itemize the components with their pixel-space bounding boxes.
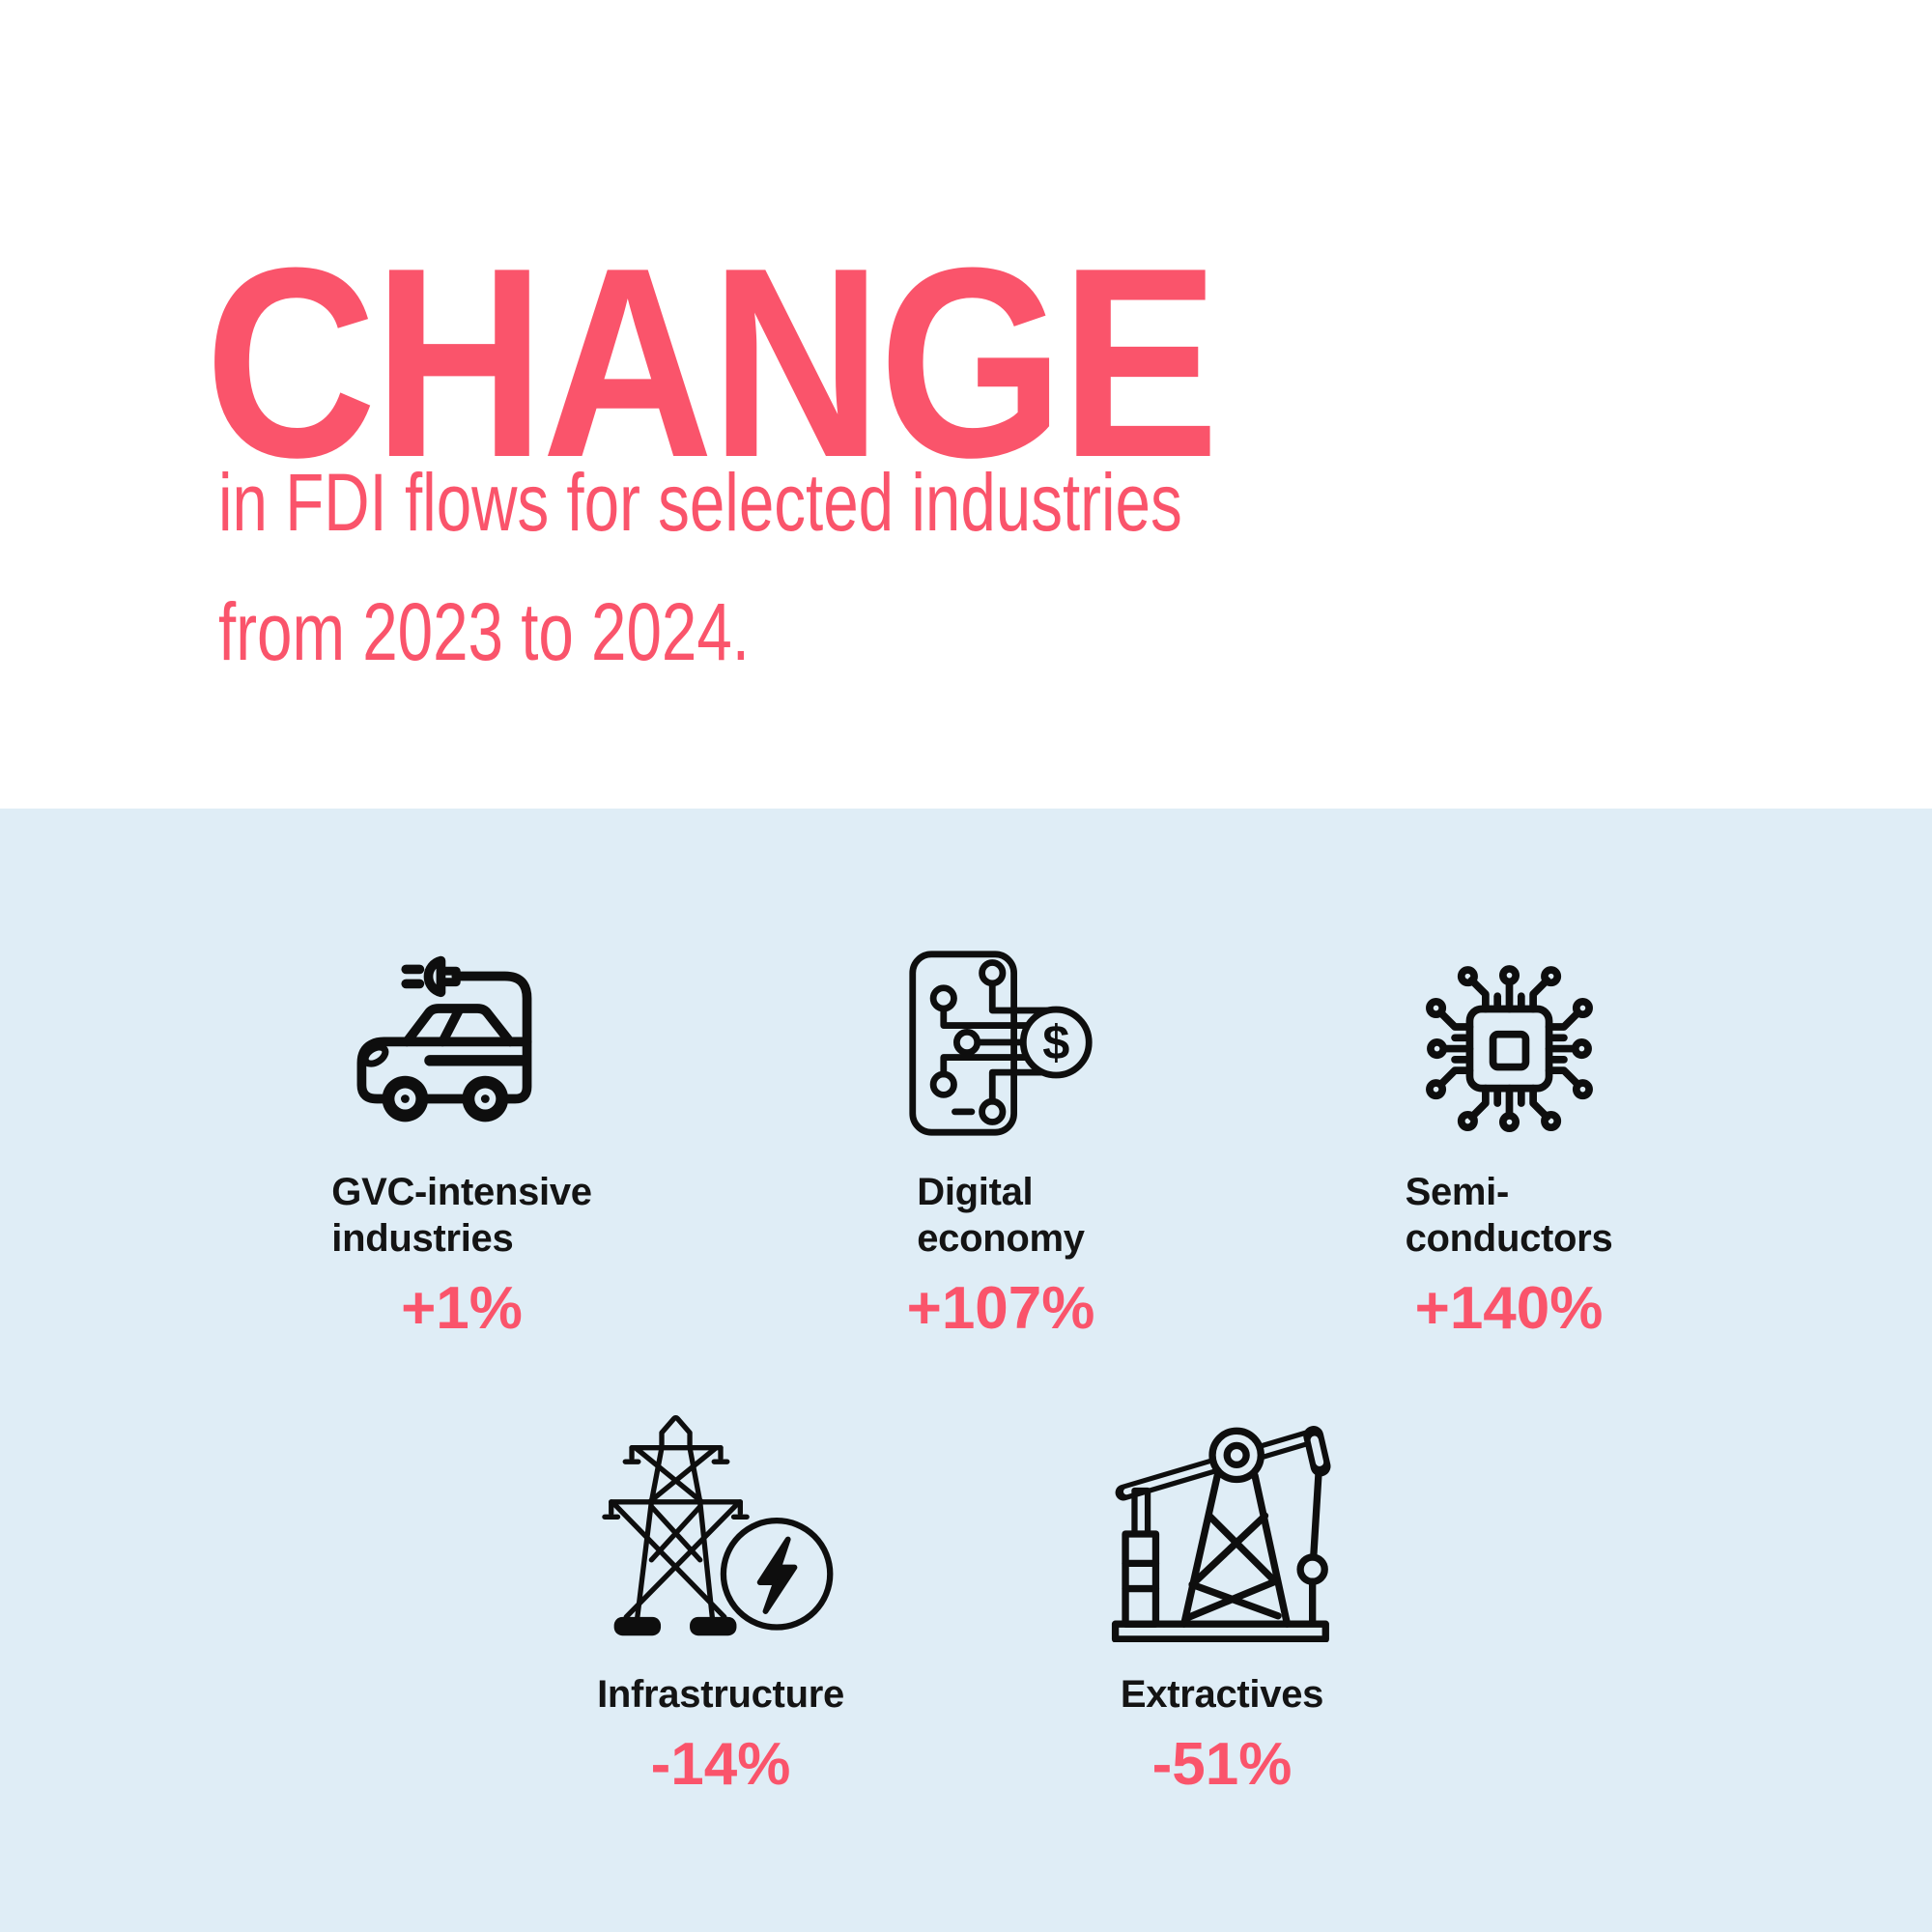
- item-value: +107%: [906, 1275, 1095, 1342]
- item-label-line2: economy: [917, 1217, 1085, 1260]
- icon-box: [1415, 923, 1604, 1140]
- pump-hub: [1208, 1427, 1264, 1484]
- item-label: Semi- conductors: [1406, 1169, 1613, 1262]
- item-label-line1: Semi-: [1405, 1171, 1510, 1213]
- blue-section-background: [0, 809, 1932, 1932]
- tower-left-foot: [613, 1616, 662, 1636]
- item-label: Digital economy: [917, 1169, 1085, 1262]
- item-value: -51%: [1151, 1731, 1293, 1798]
- subtitle-line-1: in FDI flows for selected industries: [218, 457, 1182, 548]
- oil-pumpjack-icon: [1111, 1426, 1331, 1642]
- item-label: GVC-intensive industries: [331, 1169, 592, 1262]
- stat-card-infrastructure: Infrastructure -14%: [518, 1396, 923, 1799]
- icon-box: [594, 1396, 847, 1642]
- item-label-line2: conductors: [1405, 1217, 1613, 1260]
- page-title: CHANGE: [205, 213, 1219, 514]
- icon-box: [1108, 1396, 1336, 1642]
- stat-card-gvc-industries: GVC-intensive industries +1%: [259, 923, 665, 1343]
- item-label: Infrastructure: [597, 1671, 844, 1718]
- item-label-line2: industries: [331, 1217, 514, 1260]
- stat-card-semiconductors: Semi- conductors +140%: [1306, 923, 1712, 1343]
- item-value: +1%: [401, 1275, 523, 1342]
- tower-right-foot: [690, 1616, 737, 1636]
- item-value: -14%: [650, 1731, 791, 1798]
- item-label-line1: Extractives: [1120, 1673, 1324, 1716]
- icon-box: $: [905, 923, 1096, 1140]
- electric-car-icon: [356, 955, 531, 1122]
- semiconductor-chip-icon: [1425, 965, 1593, 1133]
- rear-wheel: [462, 1075, 508, 1122]
- dollar-sign-glyph: $: [1042, 1015, 1069, 1070]
- item-label: Extractives: [1121, 1671, 1323, 1718]
- subtitle-line-2: from 2023 to 2024.: [218, 586, 751, 677]
- front-wheel: [382, 1075, 428, 1122]
- item-label-line1: Digital: [917, 1171, 1034, 1213]
- item-value: +140%: [1414, 1275, 1604, 1342]
- digital-economy-icon: $: [909, 951, 1093, 1136]
- stat-card-digital-economy: $ Digital economy +107%: [798, 923, 1204, 1343]
- stat-card-extractives: Extractives -51%: [1019, 1396, 1425, 1799]
- icon-box: [343, 923, 582, 1140]
- item-label-line1: GVC-intensive: [331, 1171, 592, 1213]
- item-label-line1: Infrastructure: [597, 1673, 844, 1716]
- lightning-bolt-icon: [756, 1536, 798, 1614]
- lightning-badge: [720, 1518, 834, 1631]
- power-tower-icon: [602, 1415, 834, 1636]
